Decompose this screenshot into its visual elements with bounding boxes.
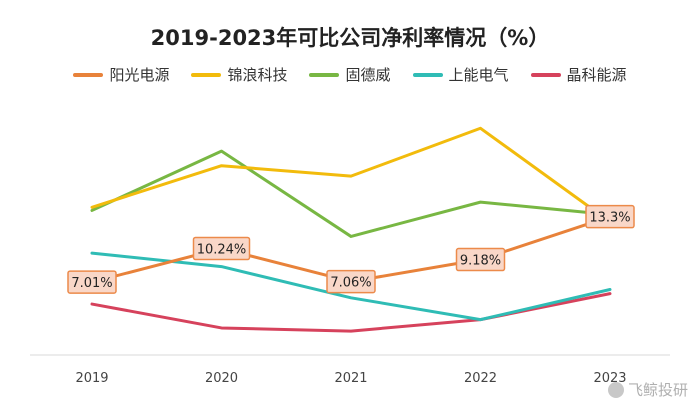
legend-label: 晶科能源	[566, 66, 627, 84]
series-line	[90, 126, 612, 224]
legend-item: 阳光电源	[73, 64, 169, 85]
legend-swatch	[73, 72, 104, 77]
watermark-logo-icon	[607, 381, 624, 398]
legend-swatch	[530, 72, 561, 77]
data-label: 9.18%	[455, 247, 506, 272]
data-label: 13.3%	[585, 204, 635, 229]
watermark: 飞鲸投研	[607, 379, 688, 400]
legend-swatch	[309, 72, 340, 77]
legend-swatch	[191, 72, 222, 77]
data-label-text: 10.24%	[197, 243, 247, 258]
legend-item: 上能电气	[412, 64, 509, 85]
legend-label: 阳光电源	[109, 66, 170, 84]
data-label: 7.06%	[326, 269, 376, 294]
data-label-box	[67, 270, 117, 294]
data-label-text: 13.3%	[589, 211, 630, 226]
data-label: 7.01%	[67, 270, 117, 294]
data-label-text: 9.18%	[460, 254, 501, 269]
data-label-box	[455, 247, 506, 272]
series-line	[90, 149, 612, 238]
legend: 阳光电源 锦浪科技 固德威 上能电气 晶科能源	[0, 64, 700, 85]
chart-title: 2019-2023年可比公司净利率情况（%）	[150, 26, 550, 50]
legend-label: 锦浪科技	[227, 66, 288, 84]
data-label-box	[326, 269, 376, 294]
data-label-box	[192, 236, 251, 261]
series-line	[90, 251, 612, 322]
x-tick-label: 2019	[75, 371, 108, 386]
x-tick-label: 2021	[334, 371, 367, 386]
legend-item: 锦浪科技	[191, 64, 287, 85]
x-tick-label: 2020	[205, 371, 238, 386]
x-tick-label: 2022	[464, 371, 497, 386]
legend-swatch	[412, 72, 443, 77]
data-label-box	[585, 204, 635, 229]
legend-item: 固德威	[309, 64, 391, 85]
data-label: 10.24%	[192, 236, 251, 261]
legend-label: 上能电气	[448, 66, 509, 84]
legend-label: 固德威	[345, 66, 391, 84]
legend-item: 晶科能源	[530, 64, 627, 85]
watermark-text: 飞鲸投研	[627, 381, 688, 399]
data-label-text: 7.06%	[330, 276, 371, 291]
data-label-text: 7.01%	[71, 276, 112, 291]
